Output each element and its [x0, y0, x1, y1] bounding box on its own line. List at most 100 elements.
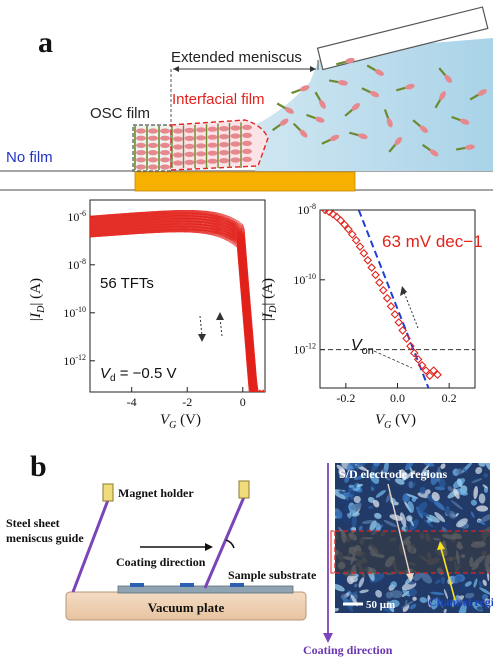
micrograph-grain: [351, 468, 359, 475]
micrograph-grain: [480, 513, 490, 523]
left-ytick-label: 10-10: [63, 305, 86, 320]
data-point: [340, 220, 349, 229]
micrograph-grain: [421, 463, 435, 467]
solution-molecule: [291, 85, 310, 95]
micrograph-grain: [485, 463, 490, 471]
data-point: [413, 355, 423, 364]
left-xtick-label: -2: [182, 395, 192, 409]
micrograph-grain: [444, 501, 451, 516]
solution-molecules: [271, 57, 487, 157]
interfacial-molecule: [173, 144, 183, 150]
interfacial-molecule: [207, 134, 218, 140]
micrograph-grain: [335, 574, 343, 579]
micrograph-grain: [482, 484, 488, 489]
solution-molecule: [321, 134, 340, 145]
solution-molecule: [434, 91, 446, 109]
micrograph-grain: [401, 600, 415, 609]
left-xtick-label: -4: [127, 395, 137, 409]
osc-molecule: [136, 157, 146, 163]
left-transfer-curve: [90, 225, 265, 392]
sd-pointer-head: [406, 573, 414, 582]
sd-pointer: [387, 483, 411, 576]
osc-molecule: [136, 164, 146, 170]
osc-molecule: [136, 128, 146, 134]
solution-molecule: [469, 89, 487, 101]
micrograph-grain: [338, 468, 346, 478]
osc-molecules: [134, 126, 170, 170]
micrograph-grain: [425, 489, 431, 495]
micrograph-grain: [404, 463, 415, 471]
right-xtick-label: -0.2: [336, 391, 355, 405]
micrograph-grain: [352, 512, 360, 517]
interfacial-molecule: [196, 127, 206, 133]
micrograph-grain: [372, 499, 380, 508]
micrograph-grain: [407, 501, 415, 513]
interfacial-molecule: [230, 133, 241, 139]
micrograph-grain: [478, 493, 486, 504]
micrograph-grain: [476, 505, 489, 512]
interfacial-molecule: [184, 151, 195, 157]
interfacial-molecule: [184, 127, 195, 133]
micrograph-grain: [470, 499, 477, 506]
micrograph-grain: [419, 486, 426, 495]
micrograph-grain: [408, 481, 414, 489]
micrograph-grain: [358, 577, 365, 588]
interfacial-molecule: [207, 126, 218, 132]
micrograph-grain: [375, 589, 383, 598]
left-transfer-curve: [90, 215, 263, 392]
micrograph-grain: [335, 607, 340, 612]
micrograph-grain: [473, 486, 479, 500]
data-point: [320, 210, 330, 215]
solution-molecule: [455, 144, 475, 151]
micrograph-grain: [416, 502, 428, 513]
data-point: [344, 224, 353, 234]
micrograph-grain: [440, 576, 446, 584]
solution-region: [255, 38, 493, 171]
micrograph-grain: [375, 522, 381, 532]
right-xtick-label: 0.2: [442, 391, 457, 405]
micrograph-grain: [476, 606, 484, 611]
micrograph-grain: [453, 488, 460, 499]
micrograph-grain: [399, 469, 407, 480]
substrate-electrode-2: [180, 583, 194, 587]
micrograph-grain: [473, 578, 478, 588]
osc-molecule: [148, 157, 158, 163]
micrograph-grain: [409, 519, 419, 531]
micrograph-grain: [335, 583, 345, 592]
micrograph-grain: [454, 575, 463, 583]
substrate-electrode-1: [130, 583, 144, 587]
scale-bar-label: 50 μm: [366, 599, 395, 611]
micrograph-grain: [408, 588, 417, 597]
left-sweep-arrow-down: [199, 315, 203, 337]
micrograph-grain: [374, 512, 382, 519]
substrate-electrode-3: [230, 583, 244, 587]
micrograph-grain: [346, 463, 356, 472]
solution-molecule: [412, 119, 429, 133]
micrograph-grain: [384, 476, 391, 481]
osc-molecule: [160, 142, 170, 148]
micrograph-grain: [423, 519, 434, 528]
micrograph-grain: [458, 584, 472, 594]
osc-molecule: [160, 164, 170, 170]
micrograph-grain: [350, 503, 361, 511]
micrograph-grain: [353, 483, 358, 489]
osc-molecule: [136, 150, 146, 156]
micrograph-grain: [485, 492, 490, 500]
micrograph-grain: [385, 591, 393, 599]
micrograph-grain: [436, 596, 444, 609]
osc-film-label: OSC film: [90, 105, 150, 122]
tft-count-annotation: 56 TFTs: [100, 275, 154, 292]
interfacial-molecule: [207, 158, 218, 164]
micrograph-grain: [403, 470, 416, 481]
left-ytick-label: 10-12: [63, 353, 86, 368]
solution-molecule: [438, 67, 452, 84]
interfacial-molecule: [230, 157, 241, 163]
left-transfer-curve: [90, 223, 265, 392]
micrograph-grain: [351, 515, 357, 528]
micrograph-grain: [338, 498, 349, 505]
osc-molecule: [136, 135, 146, 141]
data-point: [406, 341, 415, 351]
coating-direction-bottom-arrowhead: [323, 633, 333, 643]
left-transfer-curve: [90, 228, 265, 392]
